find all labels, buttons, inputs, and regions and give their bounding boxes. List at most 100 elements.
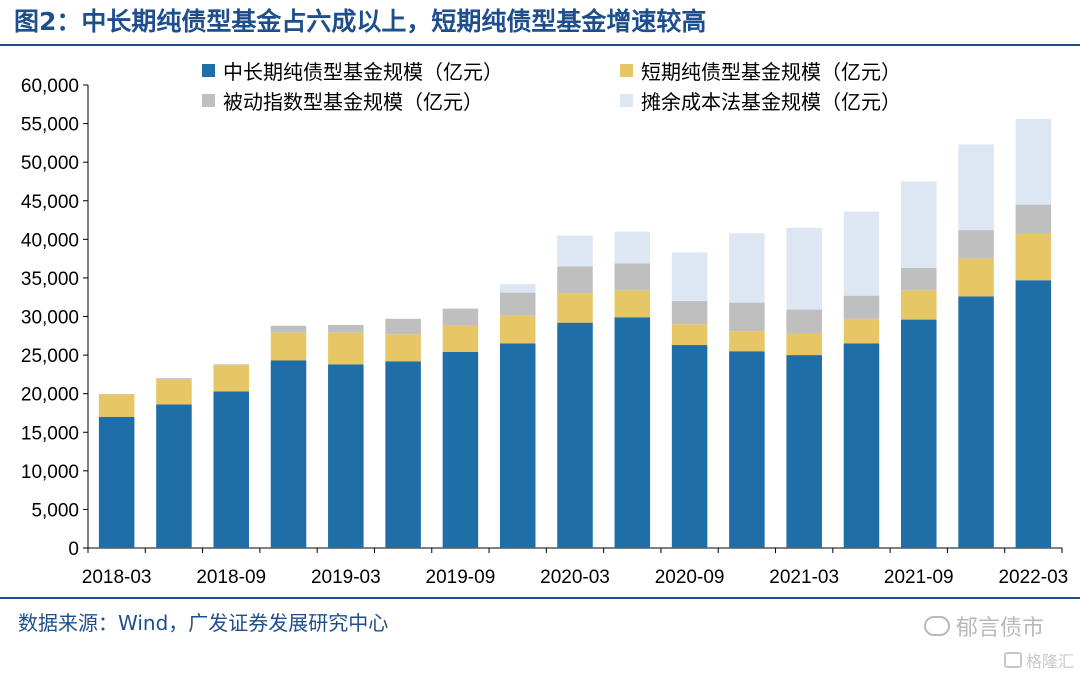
legend-item-series-3: 摊余成本法基金规模（亿元） (620, 86, 901, 115)
x-tick-label: 2018-03 (82, 567, 152, 588)
bar-segment-series-3 (671, 252, 708, 302)
bar-segment-series-0 (213, 391, 249, 548)
bar-segment-series-3 (1015, 118, 1052, 205)
bar-segment-series-0 (729, 351, 765, 548)
bar-segment-series-1 (557, 293, 593, 323)
bar-segment-series-0 (385, 361, 421, 548)
y-tick-label: 0 (68, 539, 79, 560)
source-note: 数据来源：Wind，广发证券发展研究中心 (18, 611, 389, 635)
bar-segment-series-1 (614, 290, 651, 318)
bar-segment-series-2 (958, 230, 994, 259)
bar-segment-series-2 (671, 301, 708, 325)
wechat-icon (923, 616, 950, 636)
bar-segment-series-2 (901, 267, 937, 291)
bar-segment-series-0 (843, 343, 880, 548)
bar-segment-series-0 (901, 319, 937, 548)
x-tick-label: 2020-09 (655, 567, 725, 588)
watermark-text: 郁言债市 (955, 616, 1044, 641)
y-tick-label: 5,000 (31, 500, 79, 521)
bar-segment-series-2 (270, 325, 307, 333)
bar-segment-series-3 (786, 227, 822, 310)
x-tick-label: 2019-09 (426, 567, 496, 588)
bar-segment-series-2 (442, 308, 479, 325)
bar-segment-series-3 (442, 308, 479, 309)
bar-segment-series-2 (328, 324, 364, 333)
bar-segment-series-1 (843, 318, 880, 344)
bar-segment-series-1 (213, 365, 249, 392)
bar-segment-series-0 (270, 360, 307, 548)
gelonghui-logo-icon (1003, 652, 1022, 668)
footer-divider (0, 597, 1080, 599)
y-tick-label: 30,000 (21, 308, 79, 329)
x-tick-label: 2021-09 (884, 567, 954, 588)
bar-segment-series-3 (729, 233, 765, 303)
legend-item-series-2: 被动指数型基金规模（亿元） (202, 86, 483, 115)
bar-segment-series-2 (1015, 204, 1052, 234)
bar-segment-series-0 (98, 416, 135, 548)
legend-label-series-3: 摊余成本法基金规模（亿元） (641, 90, 901, 114)
bar-segment-series-0 (614, 317, 651, 548)
bar-segment-series-1 (385, 334, 421, 362)
title-divider (0, 44, 1080, 46)
legend-item-series-0: 中长期纯债型基金规模（亿元） (202, 56, 503, 85)
y-tick-label: 60,000 (21, 76, 79, 97)
bar-segment-series-0 (671, 345, 708, 548)
legend-swatch-series-2 (202, 94, 215, 107)
bar-segment-series-0 (156, 404, 192, 548)
bar-segment-series-3 (901, 181, 937, 268)
bar-segment-series-2 (557, 266, 593, 294)
bar-segment-series-3 (958, 144, 994, 231)
y-tick-label: 35,000 (21, 269, 79, 290)
y-tick-label: 20,000 (21, 385, 79, 406)
x-tick-label: 2018-09 (196, 567, 266, 588)
bar-segment-series-3 (557, 235, 593, 267)
y-tick-label: 25,000 (21, 346, 79, 367)
bar-segment-series-2 (614, 263, 651, 291)
bar-segment-series-0 (442, 351, 479, 548)
legend-label-series-1: 短期纯债型基金规模（亿元） (641, 60, 901, 84)
y-tick-label: 15,000 (21, 423, 79, 444)
bar-segment-series-1 (328, 332, 364, 365)
bar-segment-series-0 (1015, 280, 1052, 548)
bar-segment-series-3 (843, 211, 880, 296)
bar-segment-series-3 (499, 284, 536, 293)
bar-segment-series-2 (843, 295, 880, 319)
bar-segment-series-2 (385, 318, 421, 335)
y-tick-label: 45,000 (21, 192, 79, 213)
watermark: 郁言债市 (923, 610, 1044, 642)
legend-swatch-series-1 (620, 64, 633, 77)
x-tick-label: 2020-03 (540, 567, 610, 588)
bar-segment-series-2 (729, 302, 765, 332)
stacked-bar-chart: 0 5,000 10,000 15,000 20,000 25,000 30,000 35,0… (21, 76, 1068, 588)
y-tick-label: 40,000 (21, 230, 79, 251)
watermark-secondary-text: 格隆汇 (1025, 652, 1074, 671)
x-tick-label: 2019-03 (311, 567, 381, 588)
bar-segment-series-1 (98, 394, 135, 417)
chart-title: 图2：中长期纯债型基金占六成以上，短期纯债型基金增速较高 (14, 7, 707, 36)
legend-swatch-series-3 (620, 94, 633, 107)
legend-label-series-2: 被动指数型基金规模（亿元） (223, 90, 483, 114)
bar-segment-series-0 (328, 364, 364, 548)
legend-label-series-0: 中长期纯债型基金规模（亿元） (223, 60, 503, 84)
bar-segment-series-1 (499, 315, 536, 344)
x-tick-label: 2021-03 (769, 567, 839, 588)
bar-segment-series-1 (958, 258, 994, 297)
bar-segment-series-2 (786, 309, 822, 334)
bar-segment-series-2 (499, 292, 536, 316)
bar-segment-series-1 (671, 324, 708, 346)
bar-segment-series-2 (213, 364, 249, 366)
bar-segment-series-0 (786, 355, 822, 548)
bar-segment-series-1 (786, 333, 822, 356)
legend-swatch-series-0 (202, 64, 215, 77)
bar-segment-series-2 (156, 378, 192, 380)
bar-segment-series-1 (901, 290, 937, 320)
legend-item-series-1: 短期纯债型基金规模（亿元） (620, 56, 901, 85)
y-tick-label: 50,000 (21, 153, 79, 174)
bar-segment-series-0 (499, 343, 536, 548)
bar-segment-series-0 (958, 296, 994, 548)
bar-segment-series-1 (270, 332, 307, 361)
x-tick-label: 2022-03 (998, 567, 1068, 588)
bar-segment-series-3 (614, 231, 651, 264)
bar-segment-series-1 (156, 379, 192, 405)
bar-segment-series-1 (729, 331, 765, 352)
